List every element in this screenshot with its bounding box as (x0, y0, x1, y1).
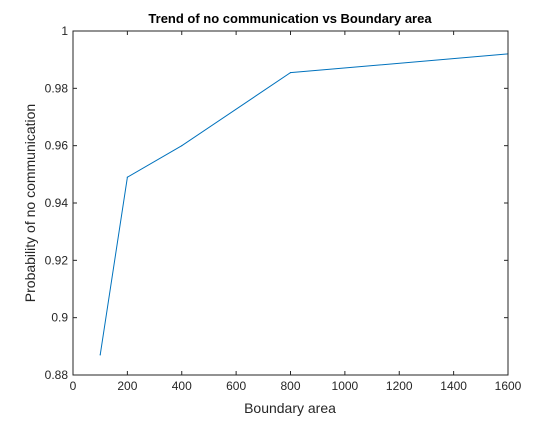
x-tick-label: 800 (280, 379, 300, 393)
x-tick-label: 600 (226, 379, 246, 393)
y-axis-ticks: 0.88 0.9 0.92 0.94 0.96 0.98 1 (45, 24, 508, 382)
chart-title: Trend of no communication vs Boundary ar… (148, 11, 432, 26)
data-point (99, 354, 101, 356)
x-tick-label: 1200 (386, 379, 413, 393)
y-tick-label: 1 (61, 24, 68, 38)
y-tick-label: 0.96 (45, 139, 69, 153)
x-tick-label: 200 (117, 379, 137, 393)
x-tick-label: 1600 (495, 379, 522, 393)
x-tick-label: 1400 (440, 379, 467, 393)
x-tick-label: 1000 (332, 379, 359, 393)
axes-box (72, 30, 509, 376)
y-tick-label: 0.94 (45, 196, 69, 210)
y-axis-label: Probability of no communication (22, 104, 38, 302)
y-tick-label: 0.88 (45, 368, 69, 382)
data-point (181, 145, 183, 147)
plot-area (73, 31, 508, 375)
data-point (126, 176, 128, 178)
data-point (289, 71, 292, 74)
x-tick-label: 400 (172, 379, 192, 393)
x-axis-ticks: 0 200 400 600 800 1000 1200 1400 1600 (70, 31, 522, 393)
y-tick-label: 0.92 (45, 253, 69, 267)
y-tick-label: 0.9 (51, 311, 68, 325)
y-tick-label: 0.98 (45, 81, 69, 95)
x-tick-label: 0 (70, 379, 77, 393)
x-axis-label: Boundary area (244, 400, 336, 416)
